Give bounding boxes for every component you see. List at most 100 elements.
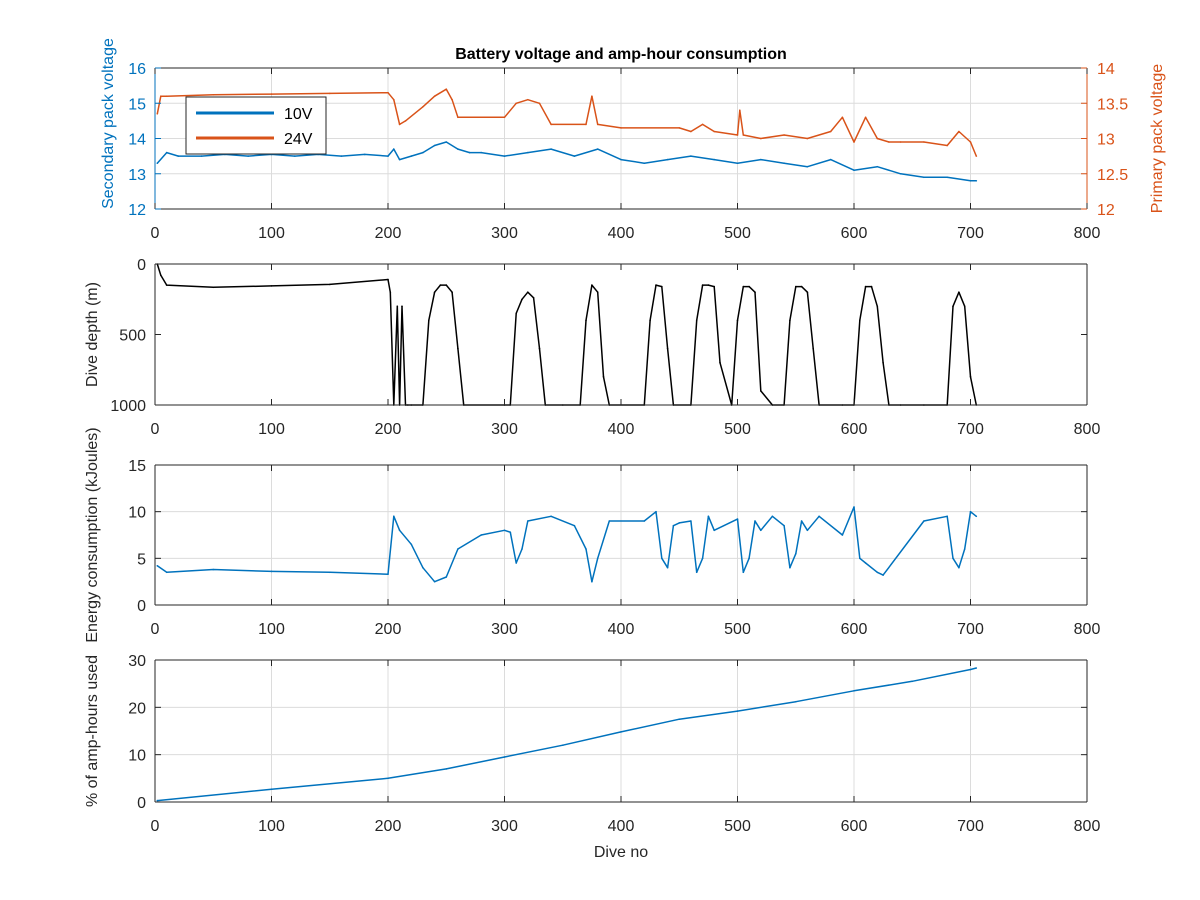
data-point	[503, 756, 506, 758]
y-tick-label: 0	[137, 598, 146, 615]
y-right-tick-label: 12.5	[1097, 167, 1128, 184]
data-point	[963, 548, 966, 550]
data-point	[853, 690, 855, 692]
data-point	[655, 510, 657, 513]
data-point	[789, 566, 791, 569]
x-tick-label: 700	[957, 421, 984, 438]
data-point	[527, 520, 529, 522]
data-point	[760, 390, 762, 392]
data-point	[527, 98, 529, 101]
data-point	[690, 155, 692, 157]
data-point	[404, 120, 407, 122]
data-point	[457, 116, 459, 119]
data-point	[433, 580, 436, 583]
data-point	[160, 274, 162, 277]
data-point	[270, 570, 273, 573]
x-tick-label: 300	[491, 621, 518, 638]
data-point	[410, 543, 413, 546]
data-point	[480, 534, 483, 536]
y-tick-label: 15	[128, 96, 146, 113]
data-point	[457, 148, 459, 150]
data-point	[864, 562, 867, 564]
x-tick-label: 500	[724, 818, 751, 835]
data-point	[165, 95, 168, 97]
data-point	[503, 155, 506, 157]
x-tick-label: 500	[724, 421, 751, 438]
data-point	[457, 548, 459, 550]
data-point	[736, 518, 739, 520]
data-point	[736, 710, 739, 712]
subplot-3: 0 100 200 300 400 500 600 700 800 0 5 10 15 Energy co…	[84, 427, 1100, 642]
data-point	[212, 568, 215, 571]
data-point	[270, 285, 273, 287]
y-tick-label: 13	[128, 167, 146, 184]
data-point	[451, 98, 453, 101]
y-tick-label: 10	[128, 505, 146, 522]
data-point	[573, 524, 576, 527]
data-point	[457, 347, 459, 350]
data-point	[975, 180, 978, 182]
x-tick-label: 200	[375, 421, 402, 438]
data-point	[742, 285, 745, 288]
x-tick-label: 800	[1074, 225, 1101, 242]
data-point	[387, 155, 389, 157]
data-point	[806, 529, 809, 532]
data-point	[754, 520, 756, 522]
data-point	[363, 153, 366, 156]
data-point	[433, 95, 436, 97]
data-point	[736, 134, 739, 136]
data-point	[515, 312, 517, 315]
data-point	[882, 361, 884, 364]
data-point	[445, 284, 448, 286]
y-tick-label: 15	[128, 458, 146, 475]
data-point	[876, 571, 879, 574]
data-point	[422, 151, 424, 154]
data-point	[389, 291, 392, 294]
data-point	[643, 520, 646, 522]
data-point	[713, 529, 715, 532]
chart-title: Battery voltage and amp-hour consumption	[455, 46, 787, 63]
y-tick-label: 10	[128, 748, 146, 765]
x-axis-label: Dive no	[594, 844, 648, 861]
data-point	[387, 573, 389, 575]
data-point	[451, 291, 453, 294]
y-tick-label: 30	[128, 653, 146, 670]
data-point	[156, 799, 159, 802]
data-point	[958, 566, 960, 569]
y-tick-label: 1000	[110, 398, 146, 415]
subplot-2: 0 100 200 300 400 500 600 700 800 0 500 1000 Dive de…	[84, 257, 1100, 438]
data-point	[701, 557, 704, 560]
data-point	[975, 515, 978, 518]
legend-label: 10V	[284, 106, 313, 123]
data-point	[532, 297, 535, 299]
x-tick-label: 0	[151, 621, 160, 638]
data-point	[760, 137, 762, 140]
data-point	[165, 151, 168, 154]
data-point	[859, 557, 861, 560]
data-point	[515, 562, 517, 564]
y-tick-label: 20	[128, 700, 146, 717]
x-tick-label: 100	[258, 621, 285, 638]
data-point	[666, 347, 669, 350]
data-point	[806, 291, 809, 294]
data-point	[969, 376, 972, 378]
data-point	[177, 155, 180, 157]
data-point	[806, 165, 809, 168]
data-point	[870, 285, 873, 288]
data-point	[422, 566, 424, 569]
data-point	[952, 305, 954, 308]
data-point	[946, 144, 948, 147]
data-point	[969, 668, 972, 671]
data-point	[864, 116, 867, 119]
data-point	[596, 291, 599, 294]
data-point	[876, 137, 879, 140]
data-point	[760, 158, 762, 161]
data-point	[678, 718, 681, 720]
data-point	[754, 291, 756, 294]
x-tick-label: 300	[491, 421, 518, 438]
data-point	[829, 130, 832, 133]
data-point	[841, 116, 844, 119]
data-point	[410, 155, 413, 157]
data-point	[521, 298, 523, 301]
